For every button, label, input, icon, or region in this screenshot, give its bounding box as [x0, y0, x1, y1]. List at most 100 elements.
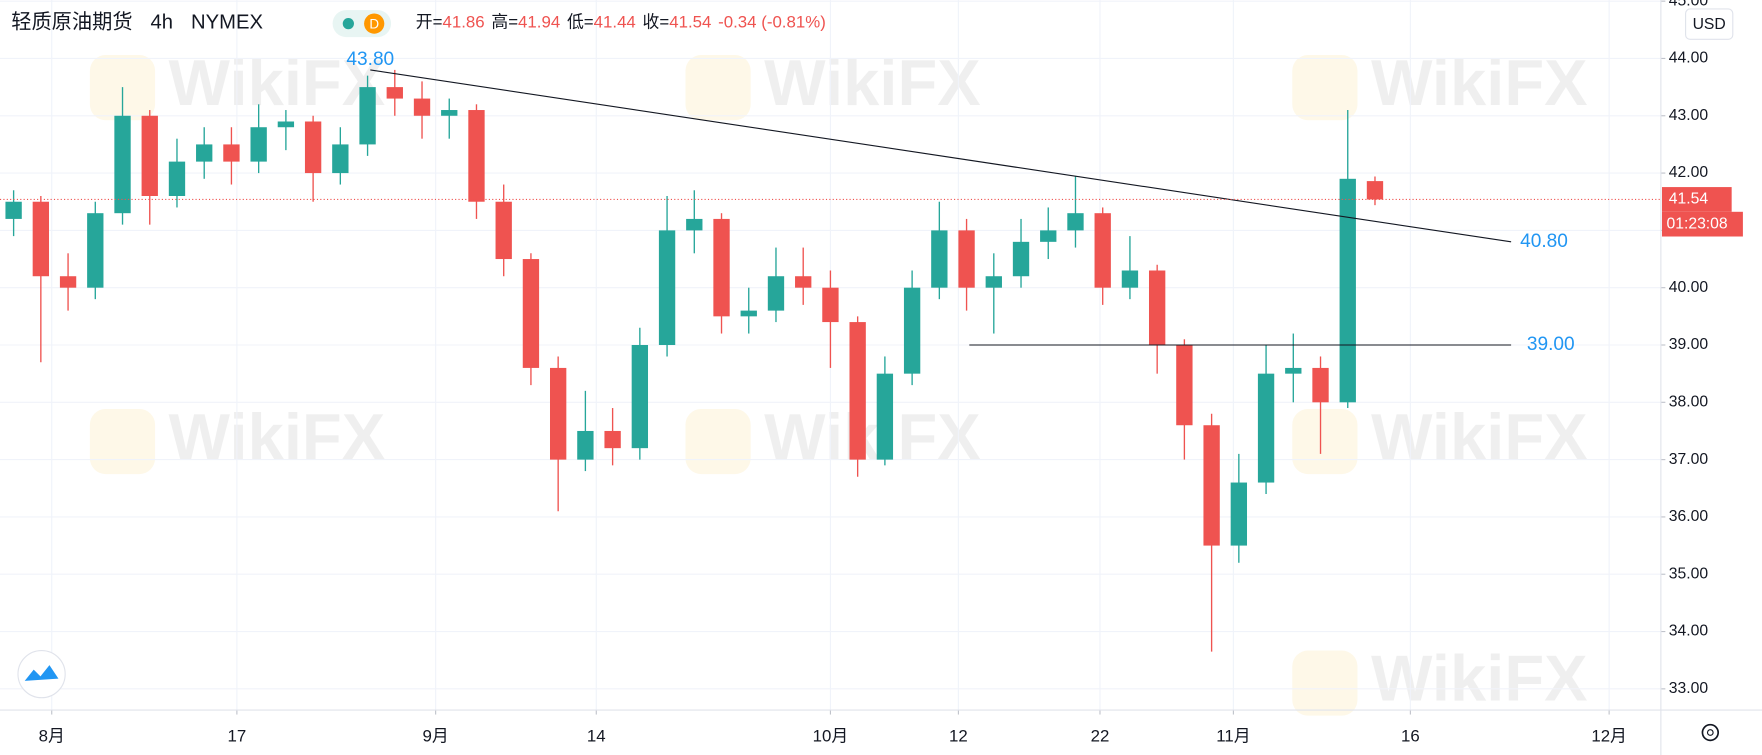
change: -0.34 (-0.81%) — [718, 13, 826, 32]
grid: 33.00 34.00 35.00 36.00 37.00 38.00 39.00 40.00… — [0, 0, 1708, 745]
candles — [5, 69, 1384, 652]
logo-button[interactable] — [17, 649, 66, 699]
ohlc-value: 41.86 — [442, 13, 484, 32]
candle-body — [1285, 367, 1302, 374]
candle-body — [304, 121, 322, 174]
watermark-icon — [1292, 55, 1358, 121]
candle-body — [604, 430, 621, 449]
candle-body — [522, 259, 540, 368]
y-tick-label: 35.00 — [1669, 565, 1709, 582]
last-price-box — [1661, 187, 1732, 212]
ohlc-value: 41.94 — [518, 13, 560, 32]
candle-body — [1121, 270, 1139, 288]
candle-body — [740, 310, 757, 317]
y-tick-label: 36.00 — [1669, 508, 1709, 525]
candle-body — [1176, 345, 1193, 426]
candle-body — [767, 276, 785, 311]
candle-body — [495, 201, 512, 260]
candle-body — [1312, 367, 1329, 403]
watermark: WikiFX — [764, 46, 981, 119]
ohlc-label: 开= — [416, 13, 443, 32]
y-tick-label: 43.00 — [1669, 107, 1709, 124]
candle-body — [441, 110, 458, 116]
y-tick-label: 45.00 — [1669, 0, 1709, 9]
countdown: 01:23:08 — [1666, 215, 1727, 232]
y-tick-label: 44.00 — [1669, 50, 1709, 67]
interval: 4h — [151, 12, 174, 34]
legend: 轻质原油期货 4h NYMEX — [11, 11, 263, 34]
watermark: WikiFX — [1371, 400, 1588, 473]
candle-body — [5, 201, 22, 219]
y-tick-label: 33.00 — [1669, 680, 1709, 697]
x-tick-label: 12月 — [1591, 726, 1627, 745]
candle-body — [277, 121, 295, 128]
candle-body — [87, 213, 104, 288]
candle-body — [168, 161, 186, 196]
currency-box[interactable] — [1685, 8, 1734, 40]
candle-body — [196, 144, 213, 162]
last-price-label: 41.54 — [1669, 191, 1709, 208]
candle-body — [1148, 270, 1166, 346]
exchange: NYMEX — [191, 12, 263, 34]
x-tick-label: 14 — [587, 726, 606, 745]
candle-body — [549, 367, 567, 460]
watermark-icon — [1292, 650, 1358, 716]
candle-body — [958, 230, 975, 288]
symbol: 轻质原油期货 — [11, 11, 132, 34]
candle-body — [413, 98, 431, 116]
x-tick-label: 8月 — [39, 726, 65, 745]
watermark: WikiFX — [1371, 641, 1588, 714]
watermark-icon — [685, 55, 751, 121]
candle-body — [468, 110, 485, 202]
trendline — [370, 69, 1512, 243]
candle-body — [1203, 425, 1220, 546]
candle-body — [876, 373, 894, 460]
currency: USD — [1693, 16, 1726, 33]
x-tick-label: 10月 — [813, 726, 849, 745]
candle-body — [32, 201, 50, 277]
badge: D — [369, 16, 379, 31]
x-tick-label: 12 — [949, 726, 968, 745]
y-tick-label: 34.00 — [1669, 623, 1709, 640]
candle-body — [985, 276, 1002, 288]
y-tick-label: 40.00 — [1669, 279, 1709, 296]
candle-body — [1067, 213, 1084, 231]
candle-body — [386, 87, 403, 99]
logo-icon — [24, 665, 59, 681]
annotations: 43.80 40.80 39.00 41.54 01:23:08 — [0, 49, 1743, 355]
candle-body — [631, 345, 649, 449]
status-dot — [342, 17, 354, 30]
candle-body — [795, 276, 812, 288]
x-tick-label: 17 — [228, 726, 247, 745]
candle-body — [931, 230, 948, 288]
candle-body — [223, 144, 240, 162]
candle-body — [577, 430, 594, 460]
watermark: WikiFX — [169, 400, 386, 473]
ohlc-label: 低= — [567, 13, 594, 32]
candle-body — [141, 115, 158, 196]
support-label: 39.00 — [1527, 334, 1575, 355]
candle-body — [686, 218, 703, 231]
candle-body — [1257, 373, 1275, 483]
watermark-icon — [685, 408, 751, 475]
ohlc-value: 41.54 — [669, 13, 711, 32]
ohlc: 开=41.86 高=41.94 低=41.44 收=41.54 -0.34 (-0.81… — [416, 13, 826, 32]
x-tick-label: 11月 — [1216, 726, 1250, 745]
candle-body — [1012, 241, 1030, 277]
badge-circle — [364, 13, 385, 34]
candle-body — [1366, 181, 1384, 200]
y-tick-label: 42.00 — [1669, 164, 1709, 181]
y-tick-label: 37.00 — [1669, 451, 1709, 468]
settings-icon[interactable] — [1701, 723, 1720, 742]
watermark-icon — [89, 408, 156, 475]
watermark: WikiFX — [764, 400, 981, 473]
x-tick-label: 16 — [1401, 726, 1420, 745]
y-tick-label: 38.00 — [1669, 393, 1709, 410]
candle-body — [359, 87, 376, 145]
x-tick-label: 22 — [1091, 726, 1110, 745]
candle-body — [1094, 213, 1111, 288]
watermark: WikiFX — [1371, 46, 1588, 119]
x-tick-label: 9月 — [423, 726, 449, 745]
